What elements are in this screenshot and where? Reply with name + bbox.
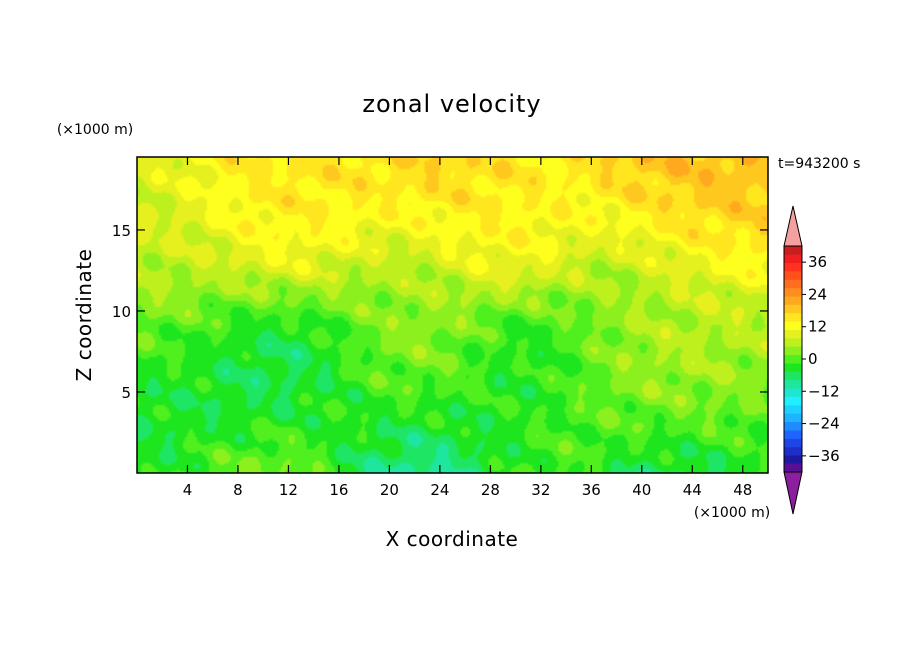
y-tick-label: 5 (121, 384, 131, 402)
y-axis-label: Z coordinate (72, 249, 96, 382)
colorbar-segment (784, 271, 802, 280)
colorbar-segment (784, 405, 802, 414)
colorbar-tick-label: 12 (808, 318, 827, 336)
colorbar-segment (784, 446, 802, 456)
colorbar-segment (784, 379, 802, 389)
colorbar-segment (784, 329, 802, 339)
colorbar-tick-label: 24 (808, 285, 827, 303)
plot-frame (136, 156, 769, 474)
x-tick-label: 36 (582, 481, 601, 499)
x-tick-label: 20 (380, 481, 399, 499)
colorbar-segment (784, 371, 802, 381)
colorbar-segment (784, 312, 802, 322)
colorbar-segment (784, 438, 802, 448)
colorbar-segment (784, 354, 802, 364)
y-axis-unit: (×1000 m) (57, 122, 133, 138)
x-axis-label: X coordinate (386, 527, 519, 551)
colorbar-segment (784, 304, 802, 314)
x-tick-label: 8 (233, 481, 243, 499)
colorbar-segment (784, 363, 802, 372)
colorbar-segment (784, 346, 802, 356)
x-tick-label: 16 (329, 481, 348, 499)
x-tick-label: 48 (733, 481, 752, 499)
colorbar-tick-label: 0 (808, 350, 818, 368)
x-tick-label: 24 (430, 481, 449, 499)
colorbar-segment (784, 287, 802, 297)
x-axis: 4 8 12 16 20 24 28 32 36 40 44 48 (183, 157, 752, 499)
x-axis-unit: (×1000 m) (694, 505, 770, 521)
x-tick-label: 12 (279, 481, 298, 499)
plot-area (136, 156, 769, 474)
colorbar-segment (784, 296, 802, 305)
y-tick-label: 10 (112, 303, 131, 321)
colorbar-tick-label: −36 (808, 447, 840, 465)
colorbar-segment (784, 421, 802, 431)
x-tick-label: 40 (632, 481, 651, 499)
colorbar-segment (784, 430, 802, 439)
x-tick-label: 4 (183, 481, 193, 499)
colorbar-segment (784, 455, 802, 464)
colorbar-segment (784, 262, 802, 272)
colorbar-segment (784, 338, 802, 347)
chart-title: zonal velocity (362, 90, 541, 118)
colorbar-tick-label: 36 (808, 253, 827, 271)
colorbar: 36 24 12 0 −12 −24 −36 (783, 205, 840, 515)
y-axis: 5 10 15 (112, 222, 768, 402)
colorbar-segment (784, 388, 802, 397)
colorbar-segment (784, 279, 802, 289)
colorbar-tick-label: −12 (808, 382, 840, 400)
colorbar-segment (784, 321, 802, 331)
colorbar-segment (784, 413, 802, 423)
y-tick-label: 15 (112, 222, 131, 240)
velocity-field (137, 157, 768, 473)
x-tick-label: 28 (481, 481, 500, 499)
x-tick-label: 44 (683, 481, 702, 499)
colorbar-segment (784, 246, 802, 255)
colorbar-segment (784, 254, 802, 264)
x-tick-label: 32 (531, 481, 550, 499)
colorbar-segment (784, 463, 802, 473)
colorbar-tick-label: −24 (808, 415, 840, 433)
time-label: t=943200 s (778, 156, 860, 172)
colorbar-segment (784, 396, 802, 406)
